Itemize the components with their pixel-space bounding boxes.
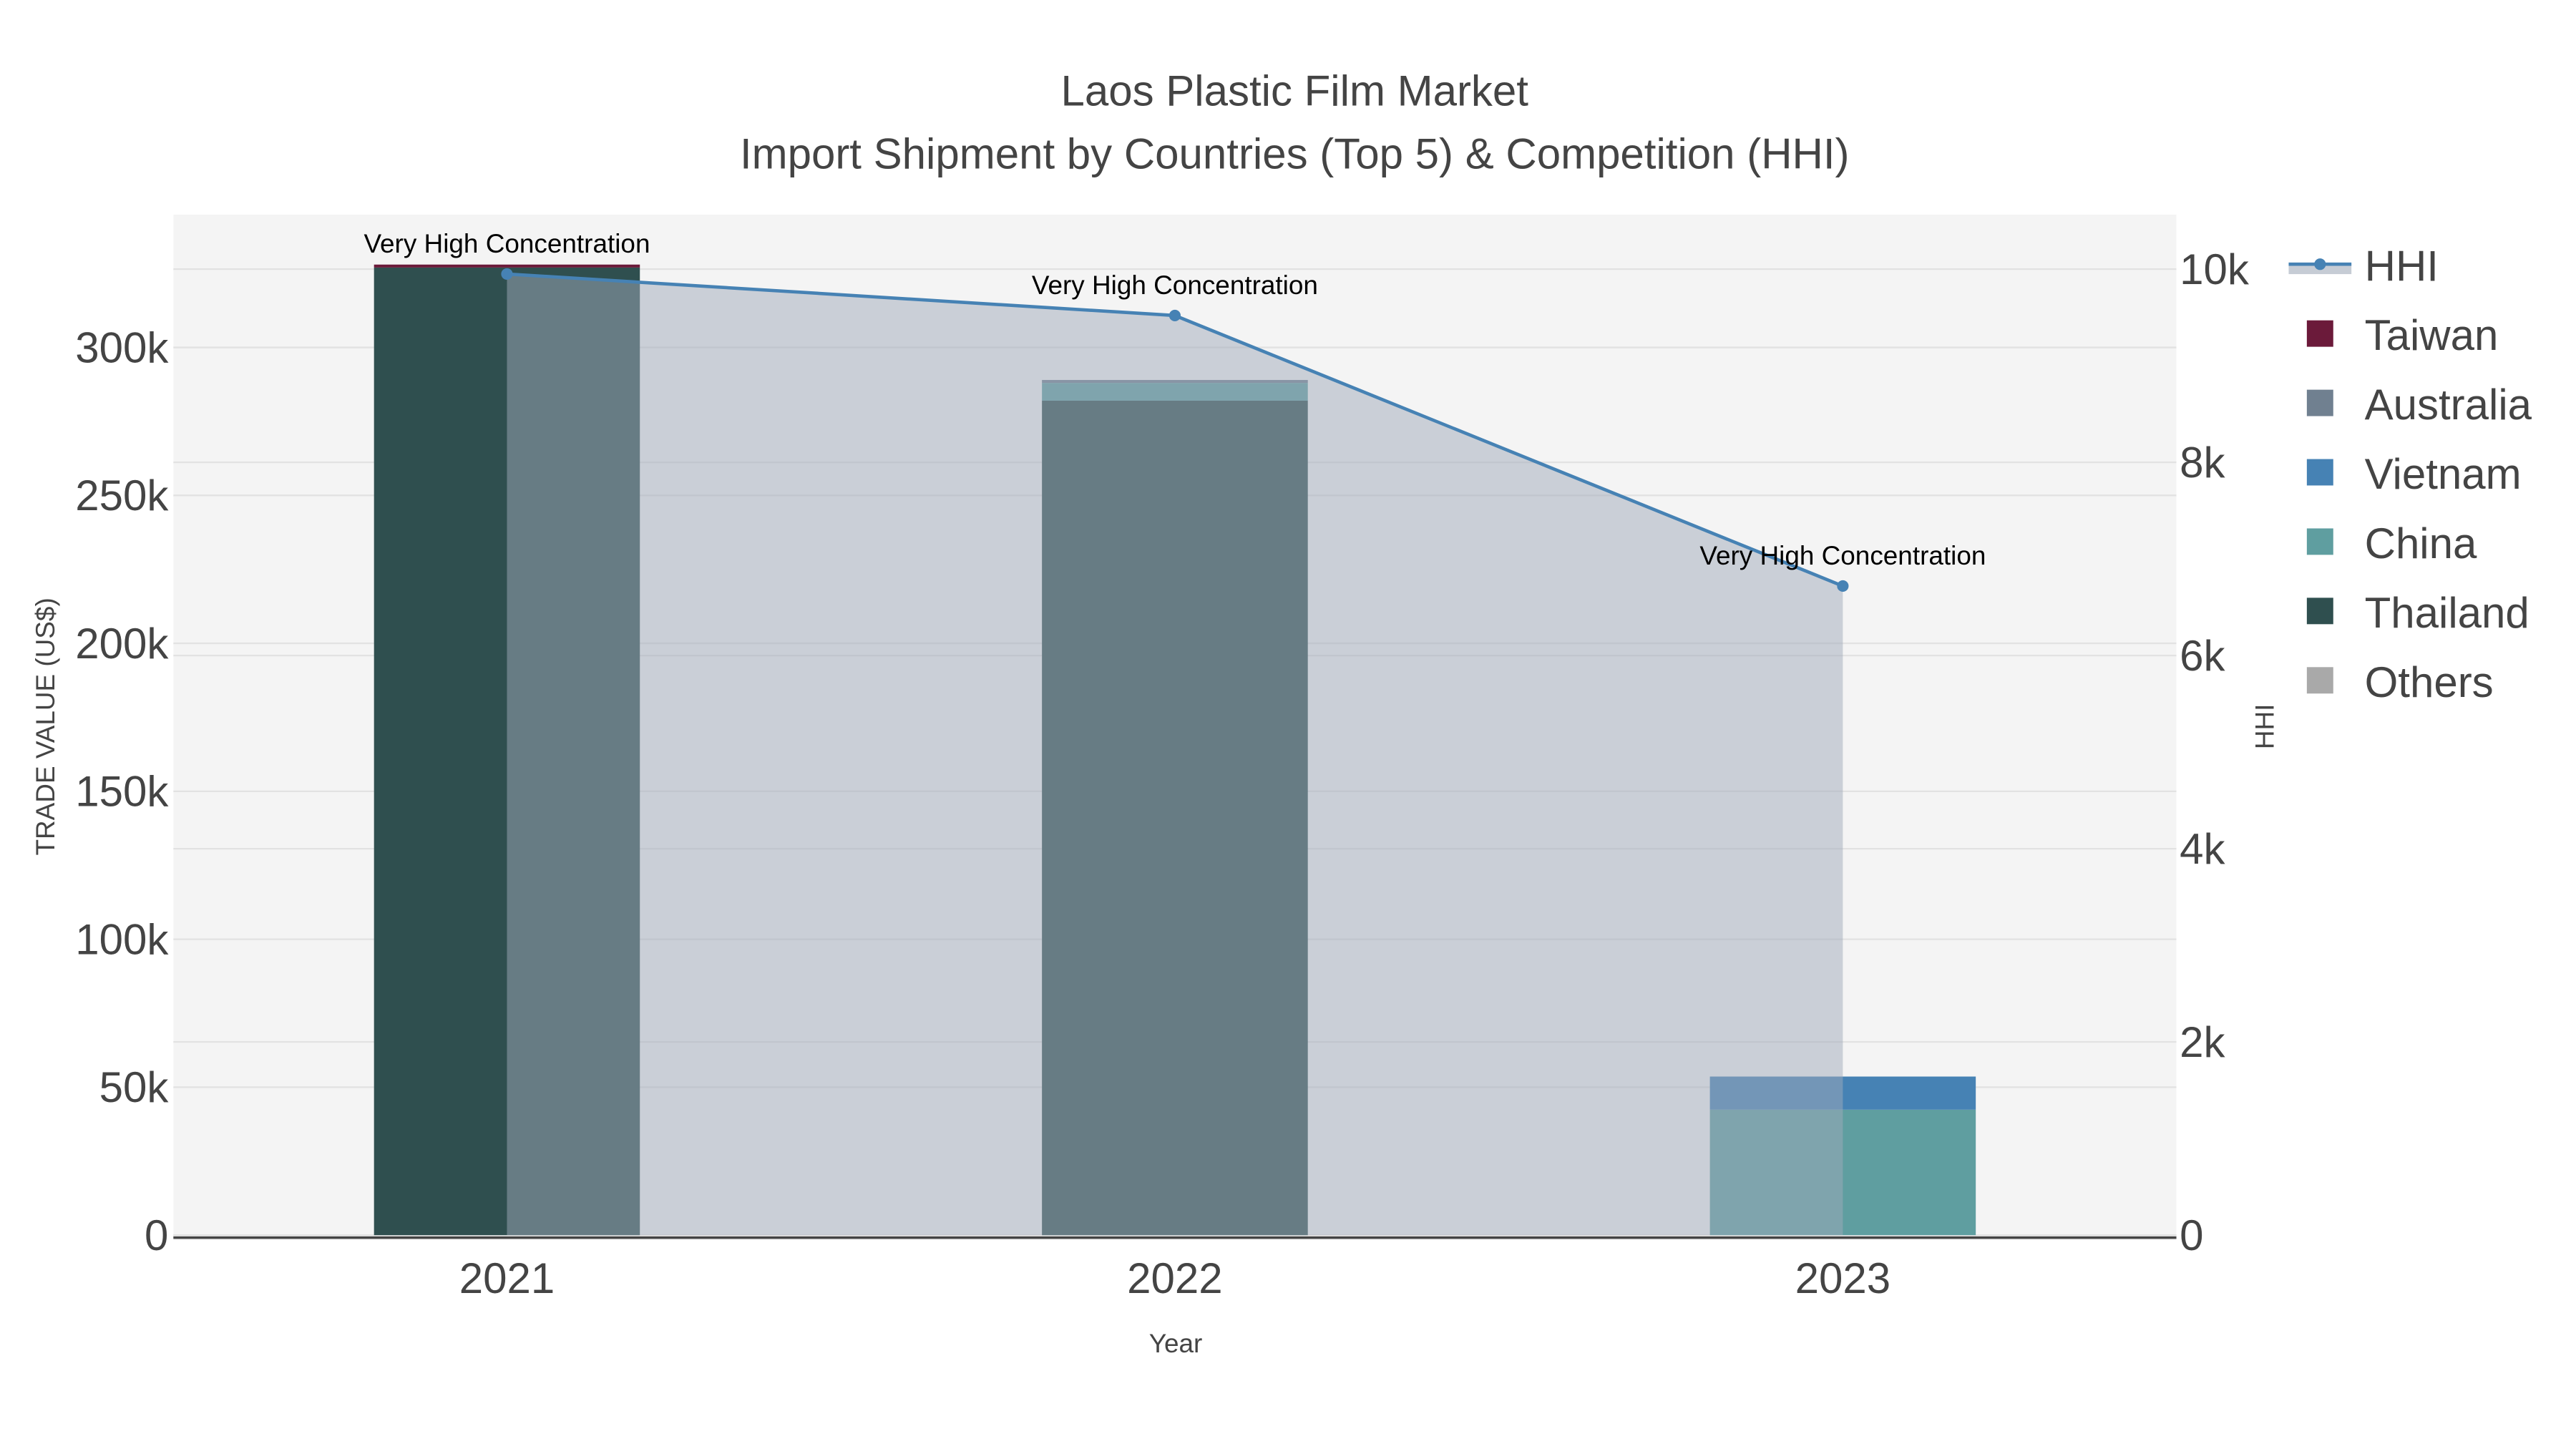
hhi-area (507, 273, 1843, 1236)
y-tick-label: 150k (75, 768, 169, 816)
y2-tick-label: 4k (2180, 825, 2225, 873)
x-tick-label: 2023 (1795, 1254, 1890, 1302)
bar-taiwan-2021 (374, 264, 640, 268)
chart-title: Laos Plastic Film Market (1060, 67, 1528, 115)
x-axis-title: Year (1149, 1329, 1203, 1358)
hhi-annotation: Very High Concentration (1032, 270, 1318, 300)
legend-swatch-taiwan (2306, 320, 2333, 347)
hhi-annotation: Very High Concentration (1699, 541, 1986, 570)
y2-tick-label: 8k (2180, 439, 2225, 487)
y2-tick-label: 0 (2180, 1211, 2203, 1259)
legend-label-taiwan: Taiwan (2365, 311, 2499, 359)
legend-hhi-marker (2314, 258, 2326, 270)
legend-label-hhi: HHI (2365, 242, 2439, 290)
y-tick-label: 250k (75, 472, 169, 519)
legend-label-china: China (2365, 519, 2477, 567)
y-tick-label: 100k (75, 915, 169, 963)
y2-tick-label: 10k (2180, 245, 2250, 293)
hhi-point (1169, 309, 1181, 322)
x-tick-label: 2021 (459, 1254, 555, 1302)
y-tick-label: 300k (75, 323, 169, 371)
legend-label-thailand: Thailand (2365, 589, 2529, 637)
y-tick-label: 50k (99, 1063, 170, 1111)
y2-axis-title: HHI (2250, 704, 2280, 750)
legend-swatch-others (2306, 667, 2333, 694)
hhi-point (501, 268, 513, 280)
y2-tick-label: 6k (2180, 632, 2225, 680)
legend-swatch-vietnam (2306, 459, 2333, 486)
hhi-point (1837, 580, 1849, 592)
y2-tick-label: 2k (2180, 1018, 2225, 1066)
hhi-annotation: Very High Concentration (364, 229, 650, 258)
y-axis-title: TRADE VALUE (US$) (31, 597, 60, 855)
legend-label-others: Others (2365, 658, 2494, 706)
y-tick-label: 0 (145, 1211, 168, 1259)
legend-label-australia: Australia (2365, 381, 2532, 429)
chart-subtitle: Import Shipment by Countries (Top 5) & C… (740, 130, 1850, 177)
legend-label-vietnam: Vietnam (2365, 450, 2522, 498)
legend-swatch-thailand (2306, 597, 2333, 625)
x-tick-label: 2022 (1127, 1254, 1222, 1302)
y-tick-label: 200k (75, 620, 169, 668)
legend-swatch-china (2306, 528, 2333, 555)
legend-swatch-australia (2306, 389, 2333, 416)
